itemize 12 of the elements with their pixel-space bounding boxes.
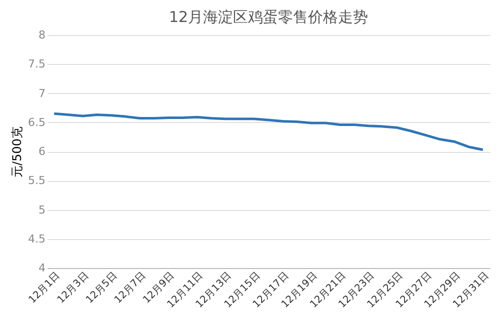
chart-title: 12月海淀区鸡蛋零售价格走势 bbox=[168, 8, 368, 26]
y-tick-label: 5.5 bbox=[28, 174, 46, 188]
line-series bbox=[52, 112, 484, 151]
y-tick-label: 5 bbox=[38, 203, 46, 216]
y-tick-label: 7.5 bbox=[28, 58, 46, 71]
y-tick-label: 6.5 bbox=[28, 116, 46, 129]
y-tick-label: 7 bbox=[38, 86, 46, 100]
y-tick-label: 4.5 bbox=[28, 232, 46, 246]
y-axis-title: 元/500克 bbox=[10, 126, 24, 178]
y-tick-label: 8 bbox=[38, 28, 46, 42]
y-tick-label: 6 bbox=[38, 145, 46, 158]
y-tick-label: 4 bbox=[38, 262, 46, 274]
